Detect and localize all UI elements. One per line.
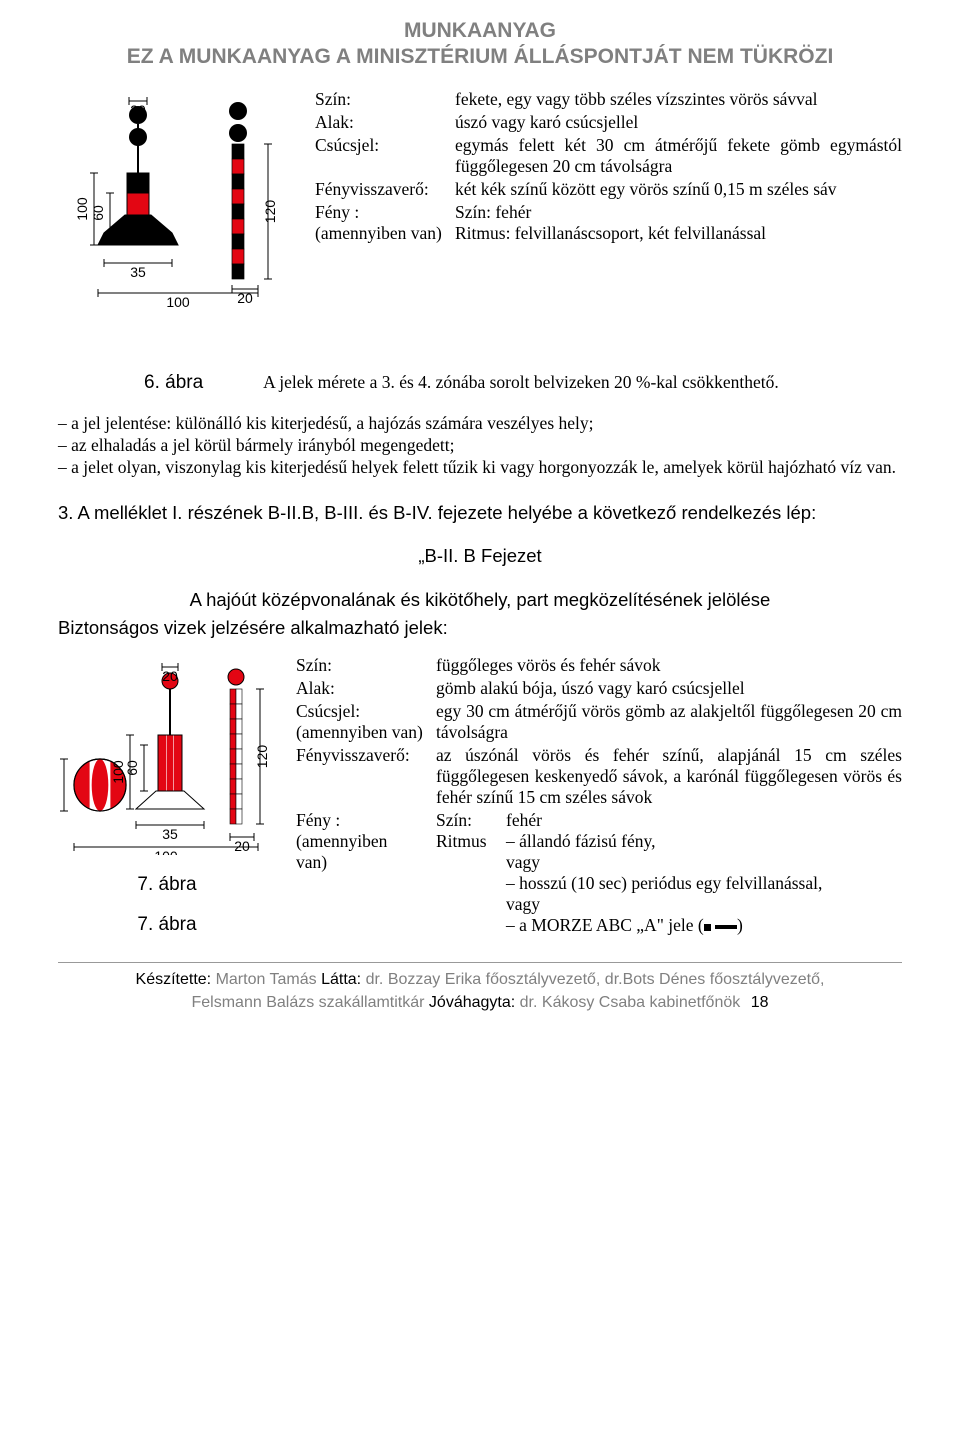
morse-dash-icon xyxy=(715,925,737,929)
footer-made-name: Marton Tamás xyxy=(216,971,322,988)
chapter-heading: „B-II. B Fejezet xyxy=(58,544,902,568)
desc-value: gömb alakú bója, úszó vagy karó csúcsjel… xyxy=(436,678,902,701)
morse-dot-icon xyxy=(704,924,711,931)
figure7-label-b: 7. ábra xyxy=(58,914,276,936)
section3-intro: 3. A melléklet I. részének B-II.B, B-III… xyxy=(58,501,902,525)
footer-seen-names: dr. Bozzay Erika főosztályvezető, dr.Bot… xyxy=(366,971,825,988)
footer-approved-name: dr. Kákosy Csaba kabinetfőnök xyxy=(520,994,741,1011)
svg-text:35: 35 xyxy=(162,826,178,842)
figure6-description: Szín:fekete, egy vagy több széles vízszi… xyxy=(315,89,902,246)
desc-key: Alak: xyxy=(315,112,455,135)
header-line2: EZ A MUNKAANYAG A MINISZTÉRIUM ÁLLÁSPONT… xyxy=(58,44,902,70)
desc-key: Fény :(amennyibenvan) xyxy=(296,810,436,938)
footer-name2: Felsmann Balázs szakállamtitkár xyxy=(192,994,429,1011)
desc-key: Fényvisszaverő: xyxy=(296,745,436,810)
desc-value: Szín: fehérRitmus: felvillanáscsoport, k… xyxy=(455,202,902,246)
svg-text:20: 20 xyxy=(237,290,253,306)
page-footer: Készítette: Marton Tamás Látta: dr. Bozz… xyxy=(58,962,902,1014)
desc-value: függőleges vörös és fehér sávok xyxy=(436,655,902,678)
figure6-number: 6. ábra xyxy=(144,372,203,394)
desc-value: az úszónál vörös és fehér színű, alapján… xyxy=(436,745,902,810)
footer-seen-label: Látta: xyxy=(321,971,365,988)
footer-made-label: Készítette: xyxy=(136,971,216,988)
desc-value: úszó vagy karó csúcsjellel xyxy=(455,112,902,135)
desc-value: fekete, egy vagy több széles vízszintes … xyxy=(455,89,902,112)
page-number: 18 xyxy=(751,994,769,1011)
desc-key: Szín: xyxy=(296,655,436,678)
desc-value: egy 30 cm átmérőjű vörös gömb az alakjel… xyxy=(436,701,902,745)
desc-key: Fényvisszaverő: xyxy=(315,179,455,202)
desc-value: egymás felett két 30 cm átmérőjű fekete … xyxy=(455,135,902,179)
figure7-description: Szín:függőleges vörös és fehér sávokAlak… xyxy=(296,655,902,938)
figure6-diagram: 10060203510012020 xyxy=(58,89,293,324)
figure7-diagram: 6020100603512020100 xyxy=(58,655,276,855)
svg-text:120: 120 xyxy=(254,745,270,769)
desc-key: Szín: xyxy=(315,89,455,112)
svg-text:60: 60 xyxy=(124,760,140,776)
svg-text:120: 120 xyxy=(262,199,278,223)
figure6-caption-text: A jelek mérete a 3. és 4. zónába sorolt … xyxy=(263,372,779,394)
page-header: MUNKAANYAG EZ A MUNKAANYAG A MINISZTÉRIU… xyxy=(58,0,902,85)
header-line1: MUNKAANYAG xyxy=(58,18,902,44)
svg-text:100: 100 xyxy=(166,294,190,310)
chapter-title: A hajóút középvonalának és kikötőhely, p… xyxy=(58,588,902,612)
svg-text:60: 60 xyxy=(90,205,106,221)
svg-text:20: 20 xyxy=(130,102,146,118)
footer-line2: Felsmann Balázs szakállamtitkár Jóváhagy… xyxy=(58,992,902,1014)
figure7-label-a: 7. ábra xyxy=(58,874,276,896)
figure6-row: 10060203510012020 Szín:fekete, egy vagy … xyxy=(58,89,902,324)
desc-key: Csúcsjel: xyxy=(315,135,455,179)
desc-key: Alak: xyxy=(296,678,436,701)
footer-line1: Készítette: Marton Tamás Látta: dr. Bozz… xyxy=(58,969,902,991)
svg-text:35: 35 xyxy=(130,264,146,280)
svg-text:20: 20 xyxy=(234,838,250,854)
figure6-caption: 6. ábra A jelek mérete a 3. és 4. zónába… xyxy=(144,372,902,394)
bullet-paragraph: – a jel jelentése: különálló kis kiterje… xyxy=(58,412,902,479)
figure7-left-col: 6020100603512020100 7. ábra 7. ábra xyxy=(58,655,276,936)
desc-key: Csúcsjel:(amennyiben van) xyxy=(296,701,436,745)
figure7-row: 6020100603512020100 7. ábra 7. ábra Szín… xyxy=(58,655,902,938)
svg-text:100: 100 xyxy=(154,848,178,855)
footer-approved-label: Jóváhagyta: xyxy=(429,994,520,1011)
desc-key: Fény :(amennyiben van) xyxy=(315,202,455,246)
desc-value: Szín:fehérRitmus– állandó fázisú fény,va… xyxy=(436,810,902,938)
svg-text:20: 20 xyxy=(162,668,178,684)
svg-text:100: 100 xyxy=(74,197,90,221)
chapter-subtitle: Biztonságos vizek jelzésére alkalmazható… xyxy=(58,616,902,640)
svg-text:60: 60 xyxy=(58,777,60,793)
desc-value: két kék színű között egy vörös színű 0,1… xyxy=(455,179,902,202)
